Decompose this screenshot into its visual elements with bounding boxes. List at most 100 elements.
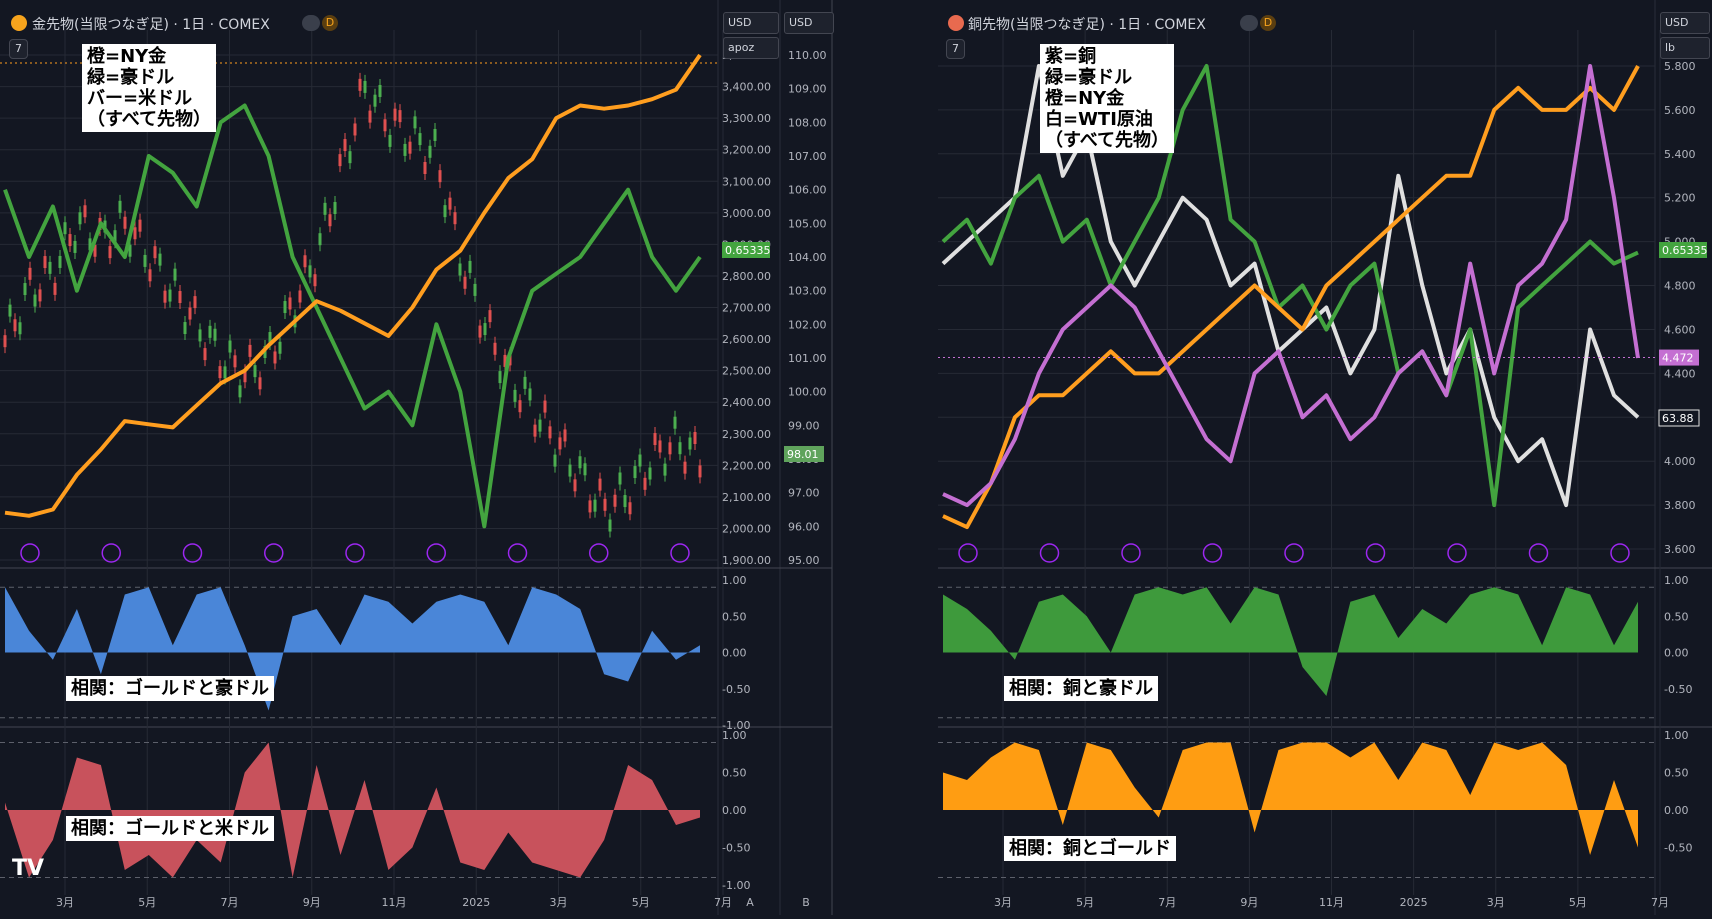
corr-gold-aud-y-tick-4: -1.00 bbox=[722, 719, 750, 732]
right-unit-sub-select[interactable]: lb bbox=[1660, 37, 1710, 59]
left-usd-y-tick-13: 108.00 bbox=[788, 116, 827, 129]
aud-last-tag-right: 0.65335 bbox=[1662, 244, 1708, 257]
usd-candle-body-45 bbox=[228, 340, 232, 353]
usd-candle-body-73 bbox=[368, 110, 372, 123]
left-usd-y-tick-4: 99.00 bbox=[788, 419, 820, 432]
left-usd-y-tick-10: 105.00 bbox=[788, 217, 827, 230]
usd-candle-body-113 bbox=[568, 464, 572, 477]
usd-candle-body-69 bbox=[348, 151, 352, 164]
usd-candle-body-120 bbox=[603, 498, 607, 511]
left-usd-y-tick-6: 101.00 bbox=[788, 352, 827, 365]
usd-candle-body-107 bbox=[538, 419, 542, 432]
corr-gold-aud-label: 相関：ゴールドと豪ドル bbox=[66, 676, 274, 701]
right-event-marker-3 bbox=[1202, 543, 1223, 563]
corr-gold-aud-area bbox=[5, 587, 700, 711]
right-y-tick-0: 3.600 bbox=[1664, 543, 1696, 556]
right-event-marker-1 bbox=[1039, 543, 1060, 563]
usd-candle-body-134 bbox=[673, 416, 677, 429]
usd-candle-body-22 bbox=[113, 230, 117, 243]
left-x-tick-3: 9月 bbox=[303, 896, 321, 909]
left-gold-y-tick-5: 2,400.00 bbox=[722, 396, 771, 409]
usd-candle-body-125 bbox=[628, 502, 632, 515]
usd-candle-body-48 bbox=[243, 370, 247, 383]
usd-candle-body-106 bbox=[533, 424, 537, 437]
right-event-marker-5 bbox=[1365, 543, 1386, 563]
aud-last-tag-bg-right bbox=[1659, 242, 1707, 258]
left-visibility-toggle[interactable] bbox=[302, 15, 320, 31]
usd-candle-body-123 bbox=[618, 472, 622, 485]
usd-candle-body-110 bbox=[553, 454, 557, 467]
usd-candle-body-51 bbox=[258, 377, 262, 390]
usd-candle-body-115 bbox=[578, 456, 582, 469]
usd-candle-body-37 bbox=[188, 307, 192, 320]
oil-last-tag: 63.88 bbox=[1662, 412, 1694, 425]
gold-symbol-icon bbox=[11, 15, 27, 31]
right-y-tick-1: 3.800 bbox=[1664, 499, 1696, 512]
usd-candle-body-61 bbox=[308, 265, 312, 278]
usd-candle-body-60 bbox=[303, 255, 307, 268]
right-interval-badge[interactable]: D bbox=[1260, 15, 1276, 31]
right-visibility-toggle[interactable] bbox=[1240, 15, 1258, 31]
right-y-tick-9: 5.400 bbox=[1664, 148, 1696, 161]
usd-candle-body-117 bbox=[588, 500, 592, 513]
usd-candle-body-71 bbox=[358, 78, 362, 91]
usd-candle-body-5 bbox=[28, 267, 32, 280]
usd-candle-body-79 bbox=[398, 110, 402, 123]
usd-candle-body-14 bbox=[73, 240, 77, 253]
left-interval-badge[interactable]: D bbox=[322, 15, 338, 31]
usd-candle-body-15 bbox=[78, 212, 82, 225]
left-unit-select[interactable]: USD bbox=[723, 12, 779, 34]
left-event-marker-5 bbox=[426, 543, 446, 563]
gold-line-left bbox=[4, 53, 702, 518]
left-unit-sub-select[interactable]: apoz bbox=[723, 37, 779, 59]
left-x-tick-6: 3月 bbox=[550, 896, 568, 909]
usd-candle-body-55 bbox=[278, 341, 282, 354]
usd-candle-body-1 bbox=[8, 304, 12, 317]
left-usd-y-tick-7: 102.00 bbox=[788, 318, 827, 331]
usd-candle-body-74 bbox=[373, 94, 377, 107]
left-gold-y-tick-15: 3,400.00 bbox=[722, 81, 771, 94]
corr-copper-gold-y-tick-3: -0.50 bbox=[1664, 842, 1692, 855]
left-gold-y-tick-13: 3,200.00 bbox=[722, 144, 771, 157]
usd-candle-body-131 bbox=[658, 440, 662, 453]
left-gold-y-tick-7: 2,600.00 bbox=[722, 333, 771, 346]
right-y-tick-11: 5.800 bbox=[1664, 60, 1696, 73]
usd-candle-body-89 bbox=[448, 197, 452, 210]
left-x-tick-2: 7月 bbox=[221, 896, 239, 909]
right-x-tick-3: 9月 bbox=[1240, 896, 1258, 909]
right-unit-select[interactable]: USD bbox=[1660, 12, 1710, 34]
left-x-tick-7: 5月 bbox=[632, 896, 650, 909]
right-legend-note: 紫=銅 緑=豪ドル 橙=NY金 白=WTI原油 （すべて先物） bbox=[1040, 44, 1175, 153]
usd-candle-body-122 bbox=[613, 494, 617, 507]
corr-gold-aud-y-tick-0: 1.00 bbox=[722, 574, 747, 587]
left-usd-y-tick-5: 100.00 bbox=[788, 386, 827, 399]
corr-copper-gold-y-tick-0: 1.00 bbox=[1664, 729, 1689, 742]
left-gold-y-tick-3: 2,200.00 bbox=[722, 459, 771, 472]
left-event-marker-4 bbox=[345, 543, 365, 563]
left-event-marker-0 bbox=[20, 543, 40, 563]
corr-gold-aud-y-tick-2: 0.00 bbox=[722, 647, 747, 660]
usd-candle-body-126 bbox=[633, 466, 637, 479]
left-collapse-button[interactable]: 7 bbox=[9, 39, 28, 59]
right-collapse-button[interactable]: 7 bbox=[946, 39, 965, 59]
usd-candle-body-87 bbox=[438, 170, 442, 183]
left-gold-y-tick-14: 3,300.00 bbox=[722, 112, 771, 125]
left-x-tick-8: 7月 bbox=[714, 896, 732, 909]
left-usd-unit-select[interactable]: USD bbox=[784, 12, 834, 34]
left-event-marker-7 bbox=[589, 543, 609, 563]
usd-candle-body-33 bbox=[168, 289, 172, 302]
usd-candle-body-50 bbox=[253, 365, 257, 378]
left-x-tick-0: 3月 bbox=[56, 896, 74, 909]
usd-candle-body-138 bbox=[693, 432, 697, 445]
usd-candle-body-62 bbox=[313, 274, 317, 287]
usd-candle-body-92 bbox=[463, 276, 467, 289]
left-event-marker-8 bbox=[670, 543, 690, 563]
usd-candle-body-116 bbox=[583, 463, 587, 476]
left-usd-y-tick-9: 104.00 bbox=[788, 251, 827, 264]
scale-a-label: A bbox=[746, 896, 754, 909]
usd-candle-body-111 bbox=[558, 437, 562, 450]
usd-candle-body-102 bbox=[513, 389, 517, 402]
scale-b-label: B bbox=[802, 896, 810, 909]
usd-candle-body-31 bbox=[158, 253, 162, 266]
usd-candle-body-129 bbox=[648, 467, 652, 480]
